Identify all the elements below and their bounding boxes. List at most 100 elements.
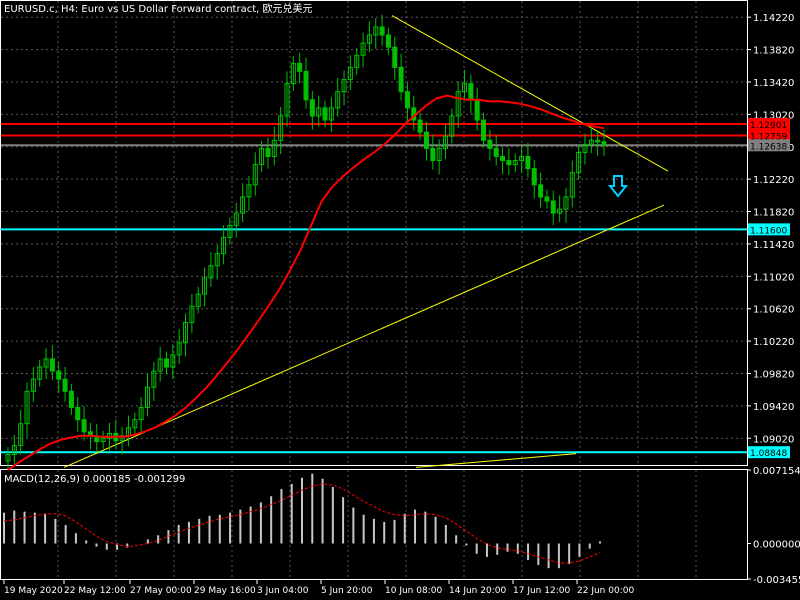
candle-body bbox=[601, 141, 607, 146]
candle-body bbox=[347, 66, 353, 81]
candle-body bbox=[30, 378, 36, 392]
candle-body bbox=[68, 390, 74, 409]
candle-body bbox=[271, 139, 277, 157]
price-tick-label: 1.11020 bbox=[753, 272, 794, 283]
candle-body bbox=[595, 139, 601, 143]
candle-body bbox=[417, 119, 423, 133]
candle-body bbox=[430, 147, 436, 162]
candle-body bbox=[563, 196, 569, 210]
candle-body bbox=[385, 34, 391, 48]
candle-body bbox=[43, 358, 49, 368]
time-tick-label: 17 Jun 12:00 bbox=[513, 586, 570, 596]
candle-body bbox=[37, 366, 43, 380]
candle-body bbox=[373, 26, 379, 36]
candle-body bbox=[436, 147, 442, 162]
candle-body bbox=[303, 70, 309, 101]
time-tick-label: 29 May 16:00 bbox=[194, 586, 256, 596]
candle-body bbox=[538, 184, 544, 198]
candle-body bbox=[227, 224, 233, 238]
price-label-text: 1.08848 bbox=[750, 449, 787, 459]
candle-body bbox=[544, 196, 550, 202]
candle-body bbox=[5, 453, 11, 462]
time-tick-label: 22 May 12:00 bbox=[64, 586, 126, 596]
candle-body bbox=[423, 131, 429, 149]
candle-body bbox=[404, 91, 410, 109]
candle-body bbox=[360, 42, 366, 56]
candle-body bbox=[202, 277, 208, 295]
time-tick-label: 19 May 2020 bbox=[4, 586, 63, 596]
chart-title: EURUSD.c, H4: Euro vs US Dollar Forward … bbox=[4, 2, 313, 15]
candle-body bbox=[290, 62, 296, 85]
candle-body bbox=[75, 407, 81, 421]
candle-body bbox=[512, 160, 518, 166]
trendline[interactable] bbox=[63, 204, 665, 468]
price-tick-label: 1.13020 bbox=[753, 110, 794, 121]
price-tick-label: 1.12220 bbox=[753, 175, 794, 186]
price-label-text: 1.11600 bbox=[750, 226, 787, 236]
macd-pane-frame bbox=[0, 469, 748, 580]
time-tick-label: 27 May 00:00 bbox=[130, 586, 192, 596]
candle-body bbox=[56, 370, 62, 380]
trendline[interactable] bbox=[415, 453, 577, 468]
candle-body bbox=[328, 107, 334, 121]
candle-body bbox=[582, 143, 588, 153]
moving-average-line bbox=[7, 94, 605, 471]
candle-body bbox=[183, 321, 189, 344]
price-tick-label: 1.09020 bbox=[753, 434, 794, 445]
candle-body bbox=[81, 419, 87, 433]
price-label-box bbox=[748, 118, 790, 131]
candle-body bbox=[176, 342, 182, 356]
candle-body bbox=[392, 46, 398, 68]
candle-body bbox=[11, 445, 17, 455]
time-tick-label: 3 Jun 04:00 bbox=[257, 586, 309, 596]
candle-body bbox=[233, 212, 239, 226]
candle-body bbox=[576, 151, 582, 174]
price-tick-label: 1.10220 bbox=[753, 337, 794, 348]
candle-body bbox=[278, 115, 284, 141]
candle-body bbox=[449, 115, 455, 137]
candle-body bbox=[265, 147, 271, 157]
macd-tick-label: -0.003455 bbox=[753, 575, 800, 586]
price-tick-label: 1.13420 bbox=[753, 78, 794, 89]
macd-tick-label: 0.007154 bbox=[753, 466, 800, 477]
candle-body bbox=[588, 139, 594, 145]
candle-body bbox=[189, 305, 195, 323]
macd-tick-label: 0.000000 bbox=[753, 540, 800, 551]
price-tick-label: 1.10620 bbox=[753, 305, 794, 316]
price-label-box bbox=[748, 139, 790, 152]
candle-body bbox=[246, 184, 252, 198]
candle-body bbox=[62, 378, 68, 392]
candle-body bbox=[455, 91, 461, 117]
price-label-text: 1.12759 bbox=[750, 133, 787, 143]
candle-body bbox=[221, 236, 227, 255]
candle-body bbox=[18, 423, 24, 447]
price-label-box bbox=[748, 446, 790, 459]
trendline[interactable] bbox=[391, 15, 669, 172]
time-axis: 19 May 2020 22 May 12:00 27 May 00:00 29 Ma… bbox=[3, 580, 634, 596]
time-tick-label: 22 Jun 00:00 bbox=[577, 586, 634, 596]
candle-body bbox=[208, 265, 214, 279]
time-tick-label: 14 Jun 20:00 bbox=[449, 586, 506, 596]
candle-body bbox=[195, 293, 201, 307]
candle-body bbox=[398, 66, 404, 93]
candle-body bbox=[500, 155, 506, 162]
price-tick-label: 1.11420 bbox=[753, 240, 794, 251]
candle-body bbox=[157, 358, 163, 372]
time-tick-label: 10 Jun 08:00 bbox=[385, 586, 442, 596]
candle-body bbox=[487, 139, 493, 149]
candle-body bbox=[468, 83, 474, 101]
price-label-text: 1.12901 bbox=[750, 121, 787, 131]
candle-body bbox=[170, 354, 176, 368]
candle-body bbox=[493, 147, 499, 157]
price-tick-label: 1.11820 bbox=[753, 208, 794, 219]
candle-body bbox=[144, 386, 150, 409]
candle-body bbox=[474, 99, 480, 121]
candle-body bbox=[557, 208, 563, 214]
down-arrow-icon[interactable] bbox=[607, 175, 629, 198]
price-tick-label: 1.09820 bbox=[753, 369, 794, 380]
candle-body bbox=[531, 168, 537, 186]
candle-body bbox=[240, 196, 246, 214]
